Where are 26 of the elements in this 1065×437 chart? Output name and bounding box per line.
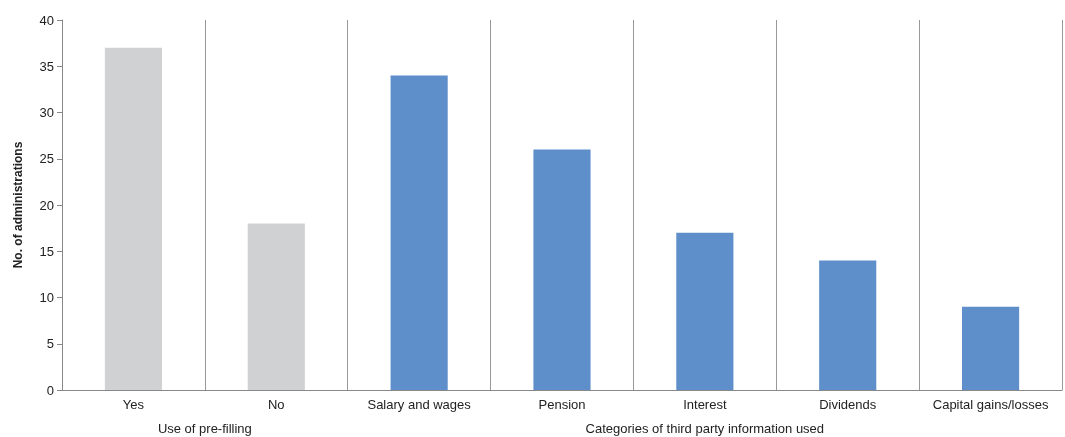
x-tick-label: Salary and wages xyxy=(367,397,472,412)
bar xyxy=(104,47,162,390)
bar xyxy=(819,260,877,390)
y-tick-label: 15 xyxy=(39,243,54,259)
y-tick-label: 25 xyxy=(39,151,54,167)
x-tick-label: No xyxy=(267,397,285,412)
y-tick-label: 0 xyxy=(46,382,54,398)
x-tick-label: Yes xyxy=(122,397,145,412)
y-axis-title: No. of administrations xyxy=(11,141,25,269)
y-tick-label: 30 xyxy=(39,105,54,120)
y-tick-label: 5 xyxy=(46,336,54,352)
y-tick-label: 20 xyxy=(39,197,54,213)
x-tick-label: Interest xyxy=(683,397,727,412)
x-tick-label: Capital gains/losses xyxy=(932,397,1049,412)
x-tick-label: Pension xyxy=(538,397,586,412)
bar xyxy=(390,75,448,390)
bar xyxy=(962,306,1020,390)
bar xyxy=(247,223,305,390)
y-tick-label: 10 xyxy=(39,290,54,305)
text: Use of pre-filling xyxy=(157,420,252,436)
bar xyxy=(676,232,734,390)
bar xyxy=(533,149,591,390)
text: Categories of third party information used xyxy=(585,420,825,436)
x-tick-label: Dividends xyxy=(819,397,877,412)
y-tick-label: 40 xyxy=(39,12,54,28)
y-tick-label: 35 xyxy=(39,58,54,74)
